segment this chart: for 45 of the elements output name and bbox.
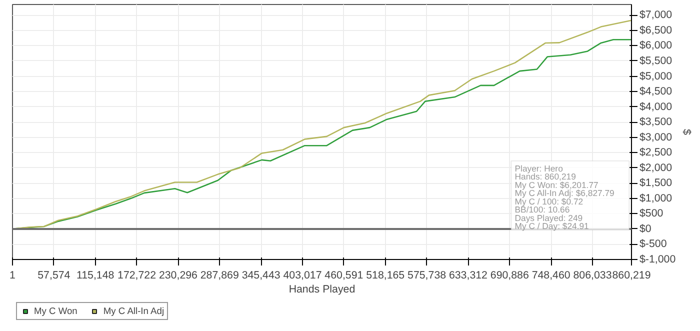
y-tick-label: $6,500: [640, 24, 672, 36]
x-tick-label: 806,033: [573, 270, 612, 282]
y-tick-label: $0: [640, 222, 652, 235]
annotation: Days Played: 249: [514, 212, 583, 223]
x-tick-label: 633,312: [448, 270, 488, 282]
y-tick-label: $4,500: [640, 86, 672, 98]
x-tick-label: 57,574: [38, 270, 70, 282]
y-tick-label: $500: [640, 208, 664, 220]
x-tick-label: 748,460: [532, 270, 570, 282]
x-tick-label: 860,219: [612, 270, 651, 282]
annotation: My C All-In Adj: $6,827.79: [514, 188, 615, 198]
y-tick-label: $-500: [640, 238, 667, 250]
x-tick-label: 1: [10, 270, 16, 282]
x-tick-label: 403,017: [283, 270, 322, 282]
y-tick-label: $2,500: [640, 146, 672, 159]
y-tick-label: $5,500: [640, 54, 672, 67]
x-tick-label: 460,591: [324, 270, 364, 282]
y-tick-label: $-1,000: [640, 254, 676, 266]
y-tick-label: $3,500: [640, 116, 672, 128]
annotation: My C Won: $6,201.77: [514, 180, 599, 190]
annotation: My C / Day: $24.91: [514, 221, 590, 232]
annotation: Hands: 860,219: [514, 172, 576, 182]
y-tick-label: $1,500: [640, 177, 672, 190]
x-tick-label: 518,165: [366, 270, 405, 282]
y-tick-label: $5,000: [640, 70, 672, 82]
x-tick-label: 690,886: [490, 270, 529, 282]
x-tick-label: 287,869: [200, 270, 239, 282]
y-tick-label: $2,000: [640, 162, 672, 174]
y-axis-title: $: [680, 129, 693, 136]
legend-label: My C Won: [34, 306, 78, 316]
y-tick-label: $3,000: [640, 131, 672, 144]
y-tick-label: $6,000: [640, 40, 672, 52]
x-tick-label: 345,443: [242, 270, 280, 282]
legend-label: My C All-In Adj: [103, 306, 164, 316]
y-tick-label: $1,000: [640, 192, 672, 204]
annotation: Player: Hero: [514, 163, 564, 174]
x-axis-title: Hands Played: [288, 284, 356, 296]
annotation: My C / 100: $0.72: [514, 196, 584, 206]
x-tick-label: 172,722: [118, 270, 156, 282]
x-tick-label: 115,148: [76, 270, 114, 282]
x-tick-label: 575,738: [408, 270, 446, 282]
x-tick-label: 230,296: [158, 270, 198, 282]
y-tick-label: $4,000: [640, 100, 672, 113]
y-tick-label: $7,000: [640, 9, 672, 22]
annotation: BB/100: 10.66: [514, 204, 570, 215]
